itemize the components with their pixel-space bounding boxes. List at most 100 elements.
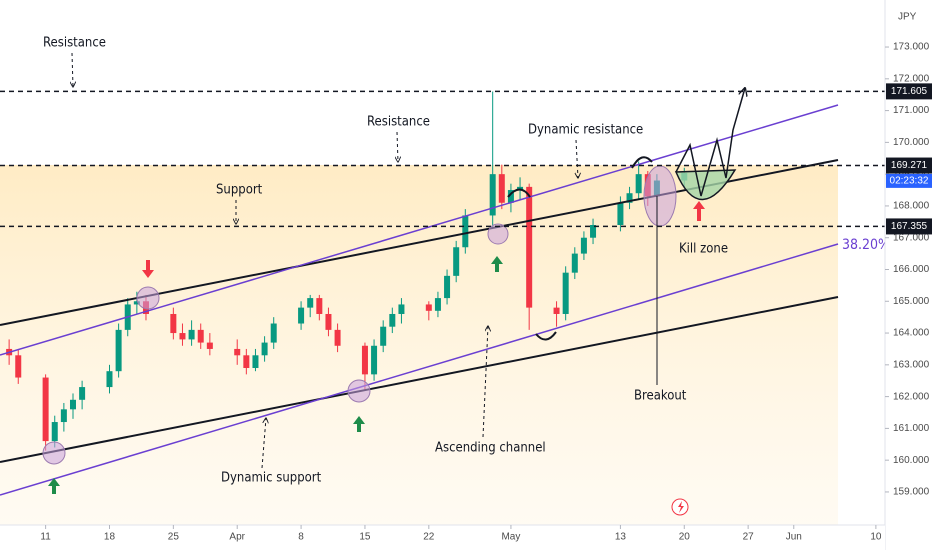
- price-box-label: 171.605: [891, 86, 928, 97]
- annotation: Resistance: [43, 36, 106, 51]
- kill-zone-shape: [674, 169, 737, 201]
- annotation: Resistance: [367, 115, 430, 130]
- candle-body: [562, 272, 569, 314]
- candle-body: [252, 355, 259, 369]
- candle-body: [69, 399, 76, 410]
- candle-body: [115, 329, 122, 372]
- candle-body: [462, 215, 469, 248]
- annotation: Support: [216, 183, 263, 198]
- candle-body: [261, 342, 268, 356]
- candle-body: [371, 345, 378, 375]
- y-tick-label: 167.000: [893, 232, 930, 243]
- candle-body: [170, 313, 177, 334]
- buy-arrow: [353, 416, 365, 432]
- annotation: Dynamic support: [221, 471, 322, 486]
- x-tick-label: 15: [359, 532, 371, 543]
- dynamic-upper: [0, 104, 839, 356]
- candle-body: [580, 237, 587, 254]
- price-box-label: 167.355: [891, 221, 928, 232]
- y-tick-label: 171.000: [893, 105, 930, 116]
- projection-path: [675, 88, 745, 197]
- sell-arrow: [142, 260, 154, 278]
- candle-body: [79, 387, 86, 400]
- touch-circle: [42, 441, 66, 465]
- y-tick-label: 160.000: [893, 455, 930, 466]
- candle-body: [206, 342, 213, 349]
- y-tick-label: 161.000: [893, 423, 930, 434]
- y-tick-label: 168.000: [893, 201, 930, 212]
- x-tick-label: 10: [870, 532, 882, 543]
- candle-body: [15, 355, 22, 378]
- axis-labels: 159.000 160.000 161.000 162.000 163.000 164.0…: [40, 42, 932, 543]
- candle-body: [325, 313, 332, 330]
- annotation: Breakout: [634, 389, 687, 404]
- candle-body: [60, 409, 67, 423]
- x-tick-label: 22: [423, 532, 435, 543]
- candle-body: [489, 174, 496, 216]
- candle-body: [42, 377, 49, 442]
- touch-circle: [136, 286, 160, 310]
- markers: [42, 165, 677, 465]
- pointer: [482, 326, 488, 438]
- x-tick-label: 20: [679, 532, 691, 543]
- candle-body: [334, 329, 341, 346]
- candle-body: [526, 186, 533, 308]
- candle-body: [361, 345, 368, 375]
- currency: JPY: [898, 12, 917, 23]
- candle-body: [590, 225, 597, 238]
- price-box: [886, 218, 932, 235]
- buy-arrow: [491, 256, 503, 272]
- x-tick-label: Jun: [786, 532, 802, 543]
- x-tick-label: May: [501, 532, 520, 543]
- pointer: [576, 139, 578, 178]
- y-tick-label: 165.000: [893, 296, 930, 307]
- candle-body: [498, 174, 505, 203]
- x-tick-label: 11: [40, 532, 51, 543]
- candle-body: [517, 186, 524, 191]
- event-icon-bolt: [678, 501, 684, 513]
- candle-body: [425, 304, 432, 311]
- countdown: 02:23:32: [890, 176, 929, 187]
- x-tick-label: 13: [615, 532, 627, 543]
- y-tick-label: 163.000: [893, 359, 930, 370]
- pointer: [261, 418, 266, 469]
- channel-lower: [0, 296, 839, 463]
- price-box: [886, 83, 932, 100]
- price-box: [886, 157, 932, 174]
- candle-body: [316, 298, 323, 314]
- pointer: [397, 131, 398, 162]
- x-tick-label: 8: [298, 532, 304, 543]
- fib-label: 38.20%: [842, 237, 890, 253]
- x-tick-label: 25: [168, 532, 180, 543]
- dynamic-lower: [0, 243, 839, 496]
- candle-body: [626, 193, 633, 203]
- candle-body: [270, 323, 277, 343]
- kill-arrow: [693, 201, 705, 221]
- candle-body: [507, 190, 514, 203]
- y-tick-label: 164.000: [893, 328, 930, 339]
- x-tick-label: 27: [743, 532, 755, 543]
- breakout-circle: [643, 165, 677, 227]
- candle-body: [553, 307, 560, 314]
- time-axis: [0, 525, 885, 550]
- countdown-box: [886, 173, 932, 188]
- candle-body: [398, 304, 405, 314]
- candle-body: [179, 333, 186, 340]
- candle-body: [444, 275, 451, 299]
- candle-body: [243, 355, 250, 369]
- candle-body: [298, 307, 305, 324]
- y-tick-label: 162.000: [893, 391, 930, 402]
- candle-body: [51, 422, 58, 442]
- annotation: Ascending channel: [435, 441, 546, 456]
- candle-body: [434, 298, 441, 311]
- candle-body: [380, 326, 387, 346]
- candle-body: [234, 348, 241, 356]
- zone-fill: [0, 165, 838, 525]
- x-tick-label: 18: [104, 532, 116, 543]
- y-tick-label: 172.000: [893, 73, 930, 84]
- candle-body: [617, 202, 624, 225]
- pointers: [72, 52, 658, 469]
- candle-body: [571, 253, 578, 273]
- candle-body: [453, 247, 460, 276]
- price-lines: [0, 90, 885, 228]
